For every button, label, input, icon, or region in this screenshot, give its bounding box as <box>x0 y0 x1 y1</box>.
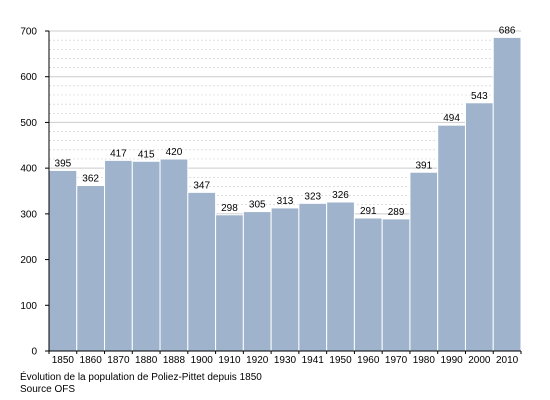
x-tick-label: 1930 <box>274 355 297 366</box>
x-tick-label: 1980 <box>413 355 436 366</box>
data-label: 417 <box>110 148 127 159</box>
bar <box>48 169 78 352</box>
bar <box>326 201 355 352</box>
data-label: 420 <box>166 147 183 158</box>
data-label: 391 <box>415 160 432 171</box>
bar <box>353 217 383 352</box>
x-tick-label: 1860 <box>80 355 103 366</box>
x-tick-label: 2010 <box>496 355 519 366</box>
y-tick-label: 600 <box>20 72 37 83</box>
y-tick-labels: 0 100 200 300 400 500 600 700 <box>20 27 37 358</box>
bar <box>270 207 300 352</box>
y-tick-label: 400 <box>20 164 37 175</box>
data-label: 323 <box>304 191 321 202</box>
x-tick-label: 1850 <box>52 355 75 366</box>
bar <box>492 36 522 352</box>
x-tick-label: 1970 <box>385 355 408 366</box>
bar <box>104 159 133 352</box>
x-tick-labels: 1850 1860 1870 1880 1888 1900 1910 1920 1930 1941… <box>52 355 519 366</box>
data-label: 543 <box>471 91 488 102</box>
data-label: 686 <box>499 25 516 36</box>
x-tick-label: 2000 <box>468 355 491 366</box>
bars <box>48 36 522 352</box>
data-label: 326 <box>332 190 349 201</box>
y-tick-label: 700 <box>20 27 37 38</box>
x-tick-label: 1888 <box>163 355 186 366</box>
y-tick-label: 0 <box>31 347 37 358</box>
y-tick-label: 500 <box>20 118 37 129</box>
x-tick-label: 1870 <box>107 355 130 366</box>
x-tick-label: 1920 <box>246 355 269 366</box>
x-tick-label: 1910 <box>218 355 241 366</box>
bar <box>242 211 272 352</box>
data-labels: 395 362 417 415 420 347 298 305 313 323 326 291 289 3… <box>55 25 516 217</box>
data-label: 305 <box>249 200 266 211</box>
data-label: 298 <box>221 203 238 214</box>
y-tick-label: 300 <box>20 209 37 220</box>
x-tick-label: 1880 <box>135 355 158 366</box>
x-tick-label: 1900 <box>191 355 214 366</box>
data-label: 291 <box>360 206 377 217</box>
bar <box>298 202 328 352</box>
x-tick-label: 1960 <box>357 355 380 366</box>
x-tick-label: 1950 <box>329 355 352 366</box>
data-label: 415 <box>138 149 155 160</box>
data-label: 494 <box>443 113 460 124</box>
x-tick-label: 1941 <box>302 355 325 366</box>
bar <box>76 185 106 352</box>
bar <box>187 191 217 352</box>
data-label: 313 <box>277 196 294 207</box>
y-tick-label: 200 <box>20 255 37 266</box>
bar <box>464 102 494 352</box>
data-label: 289 <box>388 207 405 218</box>
data-label: 362 <box>82 174 99 185</box>
bar <box>381 218 411 352</box>
bar <box>159 158 189 352</box>
bar <box>215 214 244 352</box>
chart-source: Source OFS <box>20 384 76 395</box>
bar <box>409 171 439 352</box>
axes <box>45 30 522 354</box>
data-label: 347 <box>193 180 210 191</box>
bar <box>437 124 466 352</box>
bar <box>131 160 161 352</box>
chart-caption: Évolution de la population de Poliez-Pit… <box>20 372 262 383</box>
x-tick-label: 1990 <box>440 355 463 366</box>
y-tick-label: 100 <box>20 301 37 312</box>
data-label: 395 <box>55 158 72 169</box>
